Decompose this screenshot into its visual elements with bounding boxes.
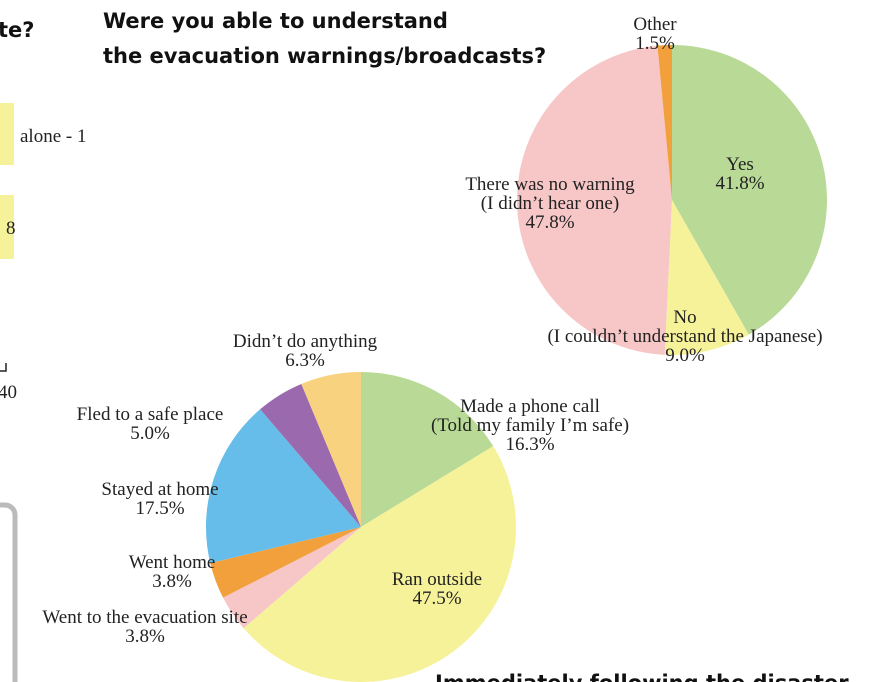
tick-fragment: 40 xyxy=(0,382,17,403)
heading-fragment: te? xyxy=(0,18,34,42)
slice-label: (I couldn’t understand the Japanese) xyxy=(547,326,822,347)
pie-slice xyxy=(223,527,361,629)
slice-value-label: 47.8% xyxy=(525,212,574,233)
slice-label: Didn’t do anything xyxy=(233,331,378,352)
slice-label: Went to the evacuation site xyxy=(42,607,247,628)
pie-slice xyxy=(260,383,361,527)
chart-title: Immediately following the disaster xyxy=(435,671,849,682)
axis-fragment xyxy=(0,363,7,372)
chart-title: Were you able to understand xyxy=(103,9,448,33)
pie-slice xyxy=(243,446,516,682)
slice-label: Went home xyxy=(129,552,216,573)
slice-label: (I didn’t hear one) xyxy=(481,193,619,214)
slice-label: Yes xyxy=(726,154,754,175)
pie-slice xyxy=(361,372,494,527)
slice-value-label: 16.3% xyxy=(505,434,554,455)
slice-label: Stayed at home xyxy=(101,479,218,500)
pie-slice xyxy=(210,527,361,598)
slice-value-label: 3.8% xyxy=(152,571,192,592)
slice-label: Made a phone call xyxy=(460,396,600,417)
slice-value-label: 47.5% xyxy=(412,588,461,609)
slice-label: (Told my family I’m safe) xyxy=(431,415,629,436)
slice-value-label: 5.0% xyxy=(130,423,170,444)
pie-slice xyxy=(206,409,361,564)
pie-slice xyxy=(516,45,672,355)
pie-slice xyxy=(657,45,672,200)
slice-label: There was no warning xyxy=(465,174,635,195)
slice-label: Other xyxy=(633,14,677,35)
slice-label: Fled to a safe place xyxy=(77,404,224,425)
slice-value-label: 1.5% xyxy=(635,33,675,54)
pie-slice xyxy=(301,372,361,527)
legend-box xyxy=(0,103,14,165)
legend-box xyxy=(0,195,14,259)
slice-value-label: 17.5% xyxy=(135,498,184,519)
label-fragment: 8 xyxy=(6,218,16,239)
slice-label: No xyxy=(673,307,696,328)
chart-title: the evacuation warnings/broadcasts? xyxy=(103,44,546,68)
label-fragment: alone - 1 xyxy=(20,126,86,147)
slice-value-label: 3.8% xyxy=(125,626,165,647)
slice-value-label: 6.3% xyxy=(285,350,325,371)
slice-value-label: 9.0% xyxy=(665,345,705,366)
slice-value-label: 41.8% xyxy=(715,173,764,194)
pie-slice xyxy=(664,200,749,355)
panel-fragment xyxy=(0,502,18,682)
pie-slice xyxy=(672,45,827,335)
slice-label: Ran outside xyxy=(392,569,482,590)
